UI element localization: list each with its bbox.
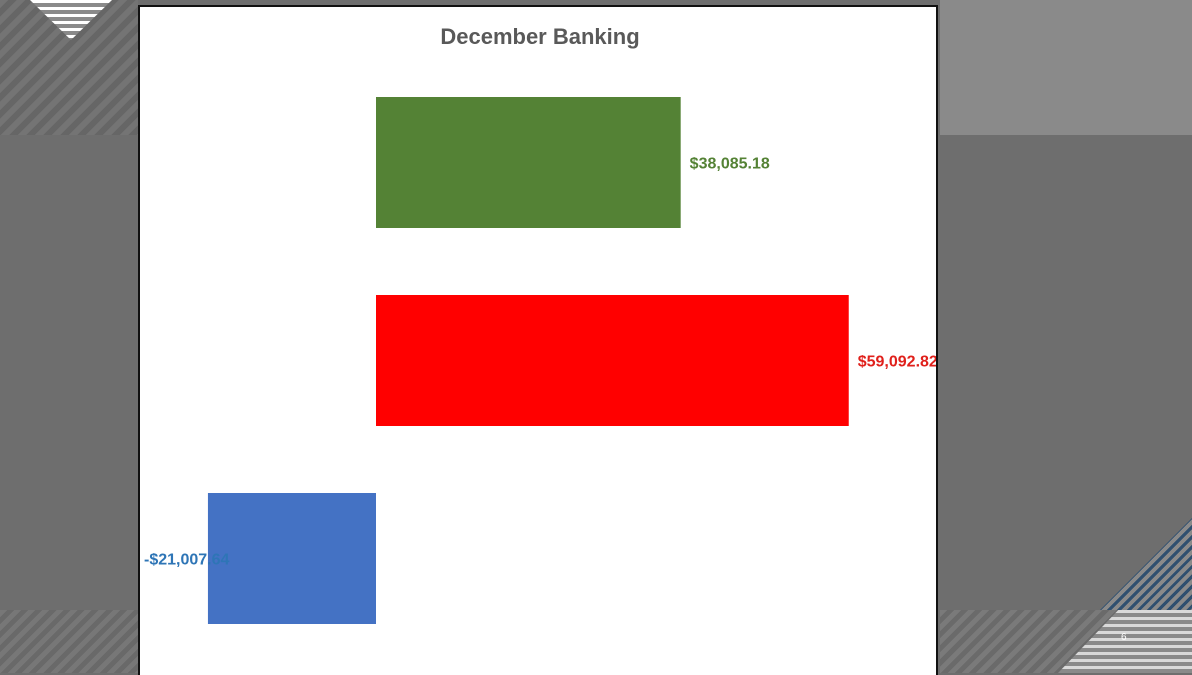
- slide-number: 6: [1121, 632, 1127, 643]
- chart-panel: December Banking $38,085.18 $59,092.82 -$2…: [138, 5, 938, 675]
- bar-2: [376, 295, 849, 426]
- chart-title: December Banking: [440, 24, 640, 49]
- bar-chart: $38,085.18 $59,092.82 -$21,007.64: [144, 97, 936, 624]
- data-label-3: -$21,007.64: [144, 552, 230, 569]
- background-panel-top-right: [940, 0, 1192, 135]
- bar-1: [376, 97, 681, 228]
- bar-3: [207, 493, 376, 624]
- background-stripes-bottom-left: [0, 610, 138, 673]
- background-blue-accent: [1100, 518, 1192, 610]
- data-label-2: $59,092.82: [858, 354, 936, 371]
- data-label-1: $38,085.18: [690, 156, 770, 173]
